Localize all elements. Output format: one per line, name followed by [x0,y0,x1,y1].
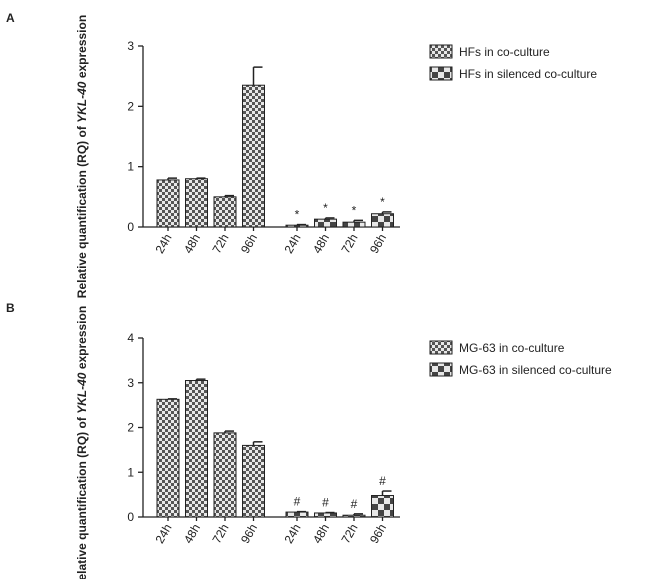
x-tick-label: 96h [367,522,389,546]
bar [342,221,366,228]
x-tick-label: 48h [181,522,203,546]
significance-marker: * [323,201,328,215]
y-tick-label: 4 [127,331,134,345]
x-tick-label: 24h [281,232,303,256]
significance-marker: * [295,208,300,222]
y-axis-label-part: expression [75,306,89,373]
legend-swatch [429,362,453,377]
y-tick-label: 0 [127,510,134,524]
y-tick-label: 3 [127,39,134,53]
x-tick-label: 48h [310,232,332,256]
legend-label: HFs in co-culture [459,45,550,59]
y-tick-label: 3 [127,376,134,390]
y-tick-label: 2 [127,99,134,113]
y-axis-label: Relative quantification (RQ) of YKL-40 e… [75,306,89,579]
y-axis-label-part: YKL-40 [75,81,89,123]
significance-marker: # [322,496,329,510]
y-axis-label-part: Relative quantification (RQ) of [75,123,89,298]
bar [185,178,208,228]
bar [242,444,265,518]
significance-marker: * [352,203,357,217]
y-axis-label-part: expression [75,15,89,82]
x-tick-label: 24h [281,522,303,546]
x-tick-label: 72h [338,522,360,546]
x-tick-label: 24h [152,232,174,256]
bar [156,398,180,518]
bar [314,218,337,228]
legend-label: HFs in silenced co-culture [459,67,597,81]
bar [371,213,394,228]
x-tick-label: 72h [209,232,231,256]
y-axis-label: Relative quantification (RQ) of YKL-40 e… [75,15,89,298]
bar [285,224,309,228]
bar [213,196,237,228]
panel-label: B [6,301,15,315]
y-axis-label-part: Relative quantification (RQ) of [75,414,89,579]
bar [314,512,337,518]
y-tick-label: 2 [127,421,134,435]
legend-swatch [429,66,453,81]
x-tick-label: 72h [338,232,360,256]
bar [185,380,208,518]
bar [342,514,366,518]
bar [285,511,309,518]
significance-marker: # [351,497,358,511]
x-tick-label: 96h [238,232,260,256]
x-tick-label: 48h [310,522,332,546]
x-tick-label: 72h [209,522,231,546]
bar [213,432,237,518]
significance-marker: # [294,495,301,509]
bar [371,495,394,518]
x-tick-label: 96h [238,522,260,546]
legend-label: MG-63 in co-culture [459,341,565,355]
y-tick-label: 0 [127,220,134,234]
legend-label: MG-63 in silenced co-culture [459,363,612,377]
significance-marker: # [379,474,386,488]
legend-swatch [429,340,453,355]
x-tick-label: 96h [367,232,389,256]
y-tick-label: 1 [127,465,134,479]
panel-label: A [6,11,15,25]
y-axis-label-part: YKL-40 [75,372,89,414]
legend-swatch [429,44,453,59]
x-tick-label: 48h [181,232,203,256]
significance-marker: * [380,195,385,209]
bar [242,84,265,228]
y-tick-label: 1 [127,160,134,174]
x-tick-label: 24h [152,522,174,546]
bar [156,179,180,228]
